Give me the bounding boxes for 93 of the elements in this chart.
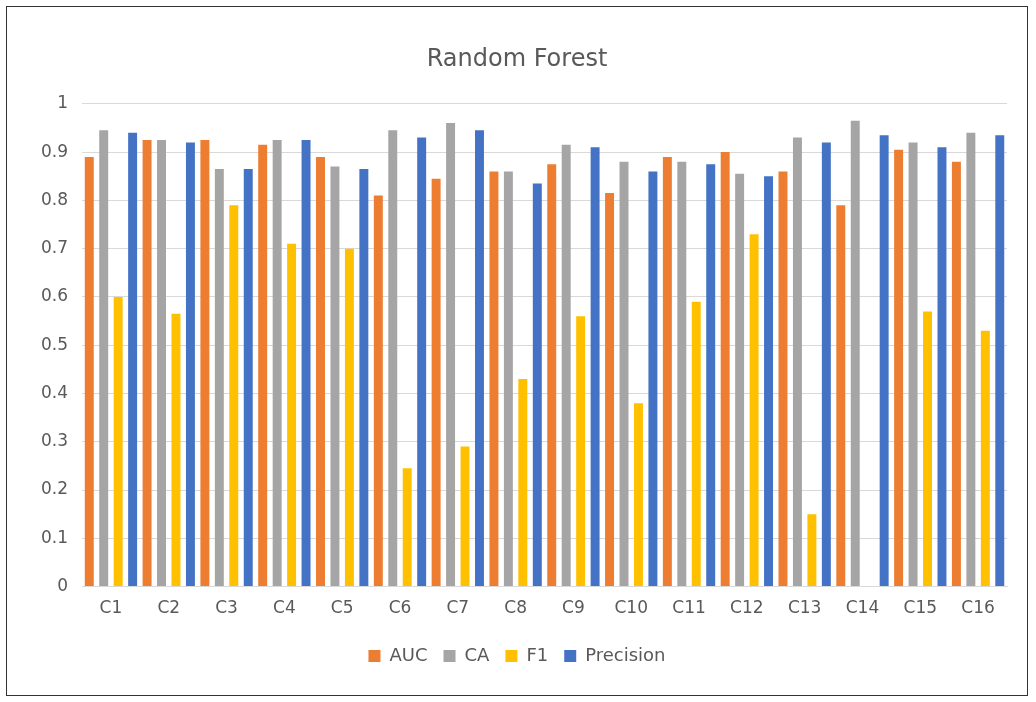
bar (157, 140, 167, 587)
x-tick-label: C16 (961, 597, 995, 618)
bar (691, 301, 701, 587)
bar (344, 248, 354, 587)
bar (214, 168, 224, 587)
bar (503, 171, 513, 587)
x-tick-label: C9 (562, 597, 585, 618)
bar (633, 403, 643, 587)
x-tick-label: C14 (845, 597, 880, 618)
bar (171, 313, 181, 587)
bar (807, 514, 817, 587)
x-tick-label: C6 (388, 597, 412, 618)
legend-label: CA (464, 643, 491, 665)
bar (706, 164, 716, 587)
legend-label: Precision (585, 643, 666, 665)
y-tick-label: 0 (57, 575, 69, 596)
bar (951, 161, 961, 587)
x-tick-label: C15 (903, 597, 938, 618)
bar (128, 132, 138, 587)
bar (605, 193, 615, 587)
y-tick-label: 0.4 (40, 381, 69, 402)
x-tick-label: C13 (787, 597, 822, 618)
bar (359, 168, 369, 587)
bar (287, 243, 297, 587)
bar (576, 316, 586, 587)
x-tick-label: C3 (215, 597, 238, 618)
bar (980, 330, 990, 587)
bar (792, 137, 802, 587)
bar (388, 130, 398, 587)
bar (402, 468, 412, 587)
bar (923, 311, 932, 587)
bar (764, 176, 774, 587)
bar (821, 142, 831, 587)
bar (836, 205, 846, 587)
x-tick-label: C7 (446, 597, 470, 618)
bar (272, 140, 282, 587)
bar (908, 142, 918, 587)
bar (532, 183, 542, 587)
bar (749, 234, 759, 587)
bar (677, 161, 687, 587)
x-tick-label: C5 (330, 597, 354, 618)
bar (648, 171, 658, 587)
bar (662, 156, 672, 587)
legend-label: AUC (389, 643, 428, 665)
bar (590, 147, 600, 587)
bar (99, 130, 109, 587)
x-tick-label: C4 (273, 597, 296, 618)
bar (373, 195, 383, 587)
y-tick-label: 0.8 (40, 188, 69, 209)
bar (894, 149, 904, 587)
bar (460, 446, 470, 587)
bar (258, 144, 268, 587)
y-tick-label: 0.7 (40, 237, 69, 258)
bar (431, 178, 441, 587)
bar (446, 123, 456, 587)
bar (142, 140, 152, 587)
x-tick-label: C11 (672, 597, 706, 618)
legend-label: F1 (526, 643, 549, 665)
bar (879, 135, 889, 587)
x-tick-label: C2 (157, 597, 181, 618)
y-tick-label: 0.3 (40, 430, 69, 451)
x-tick-label: C12 (730, 597, 764, 618)
y-tick-label: 0.1 (40, 526, 69, 547)
bar (316, 156, 325, 587)
bar (735, 173, 745, 587)
bar (185, 142, 195, 587)
bar (301, 140, 311, 587)
bar (489, 171, 499, 587)
y-tick-label: 0.6 (40, 285, 69, 306)
bar (417, 137, 427, 587)
bar (937, 147, 947, 587)
bar (995, 135, 1005, 587)
bar (561, 144, 571, 587)
bar (229, 205, 239, 587)
bar (850, 120, 860, 587)
chart-title: Random Forest (426, 43, 608, 72)
bar (200, 140, 210, 587)
bar (330, 166, 340, 587)
y-tick-label: 1 (57, 92, 69, 113)
bar (518, 379, 528, 587)
x-tick-label: C8 (504, 597, 527, 618)
y-tick-label: 0.5 (40, 333, 69, 354)
bar (84, 156, 94, 587)
bar (475, 130, 484, 587)
bar (966, 132, 976, 587)
y-tick-label: 0.9 (40, 140, 69, 161)
bar (243, 168, 253, 587)
y-tick-label: 0.2 (40, 478, 69, 499)
bar (547, 164, 557, 587)
x-tick-label: C1 (99, 597, 123, 618)
bar (113, 296, 123, 587)
x-tick-label: C10 (614, 597, 648, 618)
bar (720, 152, 730, 587)
